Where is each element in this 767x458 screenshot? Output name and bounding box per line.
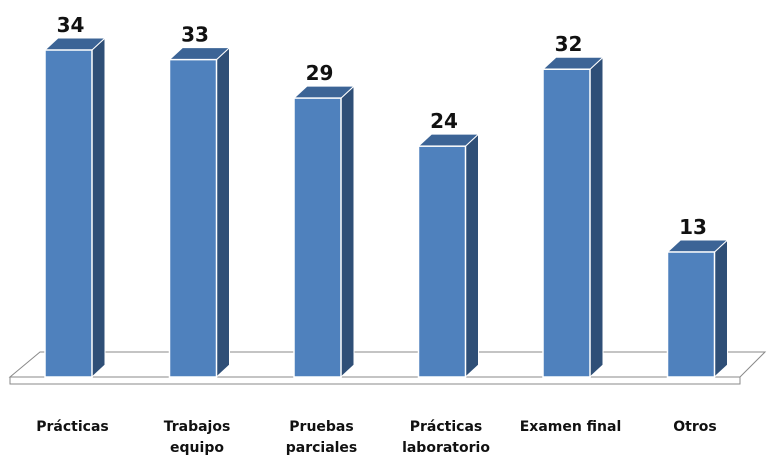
bar-value-label: 34 (57, 13, 85, 37)
category-label-line: Prácticas (410, 419, 482, 435)
category-tick-label: Prácticas laboratorio (402, 419, 490, 456)
category-label-line: laboratorio (402, 440, 490, 456)
bar-front-face (542, 68, 591, 378)
bar-front-face (417, 145, 467, 378)
category-label-line: Otros (673, 419, 716, 435)
bar-5 (541, 56, 605, 379)
category-label-line: Pruebas (289, 419, 353, 435)
category-label-line: Trabajos (164, 419, 231, 435)
bars-group (43, 36, 729, 379)
bar-front-face (666, 251, 716, 378)
bar-value-label: 33 (181, 23, 209, 47)
bar-side-face (465, 133, 479, 379)
category-tick-label: Prácticas (36, 419, 108, 435)
bar-3 (292, 84, 356, 379)
bar-6 (666, 238, 729, 379)
value-labels-group: 34 33 29 24 32 13 (57, 13, 707, 239)
bar-value-label: 32 (555, 32, 583, 56)
chart-floor-front (9, 376, 741, 385)
bar-side-face (216, 46, 230, 379)
category-label-line: equipo (170, 440, 224, 456)
bar-side-face (714, 238, 728, 379)
bar-1 (43, 36, 107, 379)
bar-side-face (91, 36, 106, 379)
category-tick-label: Pruebas parciales (286, 419, 358, 456)
bar-2 (168, 46, 231, 379)
bar-front-face (293, 97, 342, 378)
category-label-line: parciales (286, 440, 358, 456)
category-label-line: Prácticas (36, 419, 108, 435)
category-tick-label: Examen final (520, 419, 622, 435)
category-label-line: Examen final (520, 419, 622, 435)
bar-side-face (340, 84, 355, 379)
bar-front-face (44, 49, 93, 378)
category-tick-label: Otros (673, 419, 716, 435)
chart-floor-group (8, 351, 767, 385)
bar-value-label: 13 (679, 215, 707, 239)
bar-side-face (589, 56, 604, 379)
bar-4 (417, 133, 480, 379)
bar-value-label: 29 (306, 61, 334, 85)
bar-value-label: 24 (430, 109, 458, 133)
bar-front-face (168, 58, 218, 378)
chart-floor-top (8, 351, 767, 378)
category-tick-label: Trabajos equipo (164, 419, 231, 456)
